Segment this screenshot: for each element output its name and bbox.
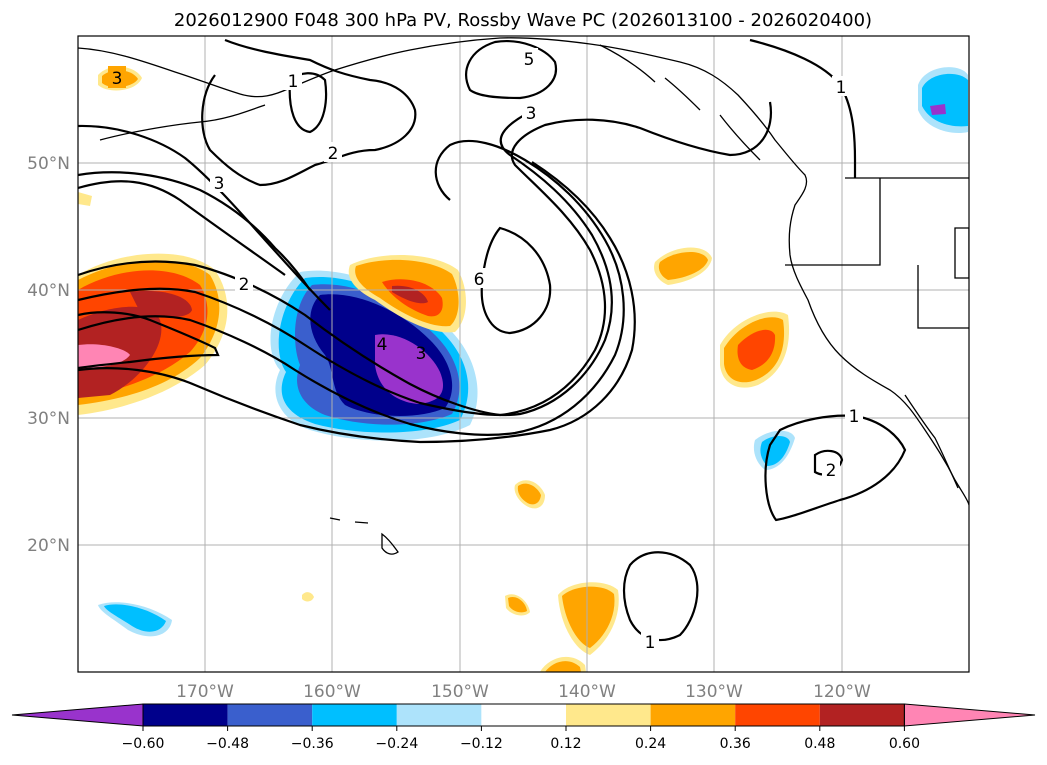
colorbar-outline: [142, 703, 905, 727]
colorbar-swatch: [566, 704, 651, 726]
lon-labels: 170°W 160°W 150°W 140°W 130°W 120°W: [176, 682, 871, 702]
contour-label: 1: [645, 633, 656, 653]
pv-contours: [78, 38, 907, 642]
colorbar-tick-label: −0.60: [122, 736, 165, 752]
colorbar-tick-label: −0.36: [291, 736, 334, 752]
lon-label: 170°W: [176, 682, 234, 702]
colorbar-extend-low: [11, 703, 144, 727]
colorbar-swatch: [650, 704, 736, 726]
lon-label: 140°W: [558, 682, 616, 702]
contour-label: 1: [849, 407, 860, 427]
contour-label: 2: [826, 461, 837, 481]
contour-label: 2: [239, 275, 250, 295]
colorbar-tick-label: −0.12: [460, 736, 503, 752]
contour-label: 6: [474, 270, 485, 290]
lat-label: 50°N: [27, 154, 70, 174]
map-background: [78, 36, 969, 672]
colorbar-swatch: [735, 704, 820, 726]
colorbar-tick-label: −0.48: [206, 736, 249, 752]
contour-label: 1: [836, 78, 847, 98]
colorbar-tick-label: 0.36: [720, 736, 751, 752]
contour-labels: 3 1 2 3 5 3 1 2 4 3 6 1 2 1: [108, 48, 863, 653]
contour-label: 3: [526, 104, 537, 124]
shading-positive-scattered: [302, 247, 790, 672]
colorbar-tick-label: 0.12: [550, 736, 581, 752]
colorbar-tick-label: −0.24: [375, 736, 418, 752]
colorbar-swatch: [819, 704, 905, 726]
colorbar: −0.60 −0.48 −0.36 −0.24 −0.12 0.12 0.24 0.36 0.4…: [11, 703, 1036, 752]
lon-label: 160°W: [303, 682, 361, 702]
lat-label: 20°N: [27, 536, 70, 556]
colorbar-swatch: [227, 704, 313, 726]
lon-label: 120°W: [813, 682, 871, 702]
lon-label: 130°W: [685, 682, 743, 702]
colorbar-tick-label: 0.60: [889, 736, 920, 752]
colorbar-swatch: [312, 704, 397, 726]
contour-label: 5: [524, 50, 535, 70]
lat-label: 30°N: [27, 409, 70, 429]
chart-title: 2026012900 F048 300 hPa PV, Rossby Wave …: [174, 10, 872, 31]
colorbar-extend-high: [903, 703, 1036, 727]
contour-label: 1: [288, 72, 299, 92]
colorbar-tick-label: 0.48: [804, 736, 835, 752]
colorbar-swatch: [481, 704, 566, 726]
lat-labels: 50°N 40°N 30°N 20°N: [27, 154, 70, 556]
contour-label: 3: [416, 344, 427, 364]
contour-label: 2: [328, 144, 339, 164]
map-frame: [77, 35, 970, 673]
lon-label: 150°W: [431, 682, 489, 702]
contour-label: 4: [377, 335, 388, 355]
lat-label: 40°N: [27, 281, 70, 301]
colorbar-swatch: [396, 704, 482, 726]
colorbar-swatch: [143, 704, 228, 726]
map-content: 3 1 2 3 5 3 1 2 4 3 6 1 2 1: [78, 36, 969, 672]
contour-label: 3: [112, 69, 123, 89]
contour-label: 3: [214, 174, 225, 194]
colorbar-tick-label: 0.24: [635, 736, 666, 752]
